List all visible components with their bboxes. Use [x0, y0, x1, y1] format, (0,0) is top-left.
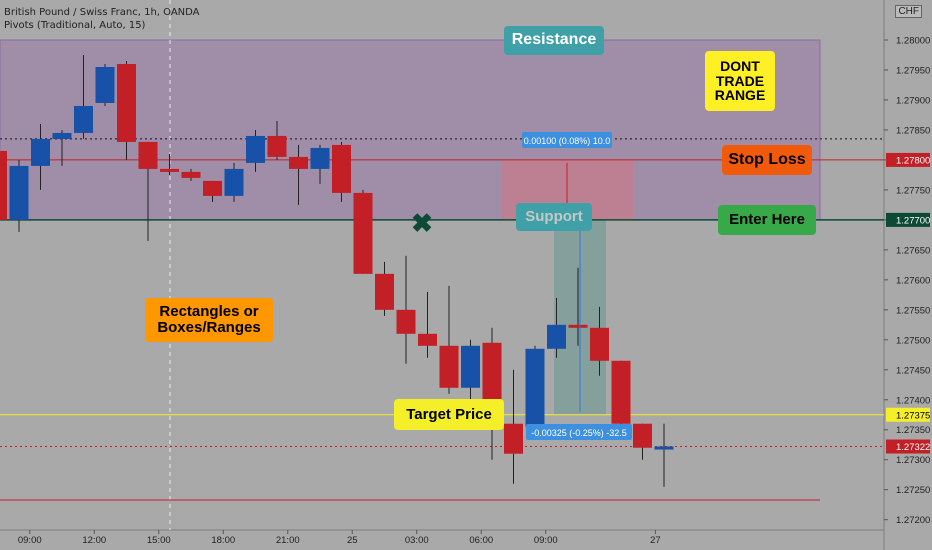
y-tick-label: 1.27450 — [896, 365, 930, 376]
candle-body — [504, 423, 523, 454]
x-tick-label: 06:00 — [469, 535, 493, 546]
measure-upper-label: 0.00100 (0.08%) 10.0 — [524, 136, 611, 146]
y-tick-label: 1.27550 — [896, 305, 930, 316]
target-price-tag-bg — [886, 407, 930, 422]
candle-body — [547, 324, 566, 349]
candle-body — [31, 138, 50, 166]
candle-body — [267, 135, 287, 157]
y-tick-label: 1.27750 — [896, 185, 930, 196]
target-price-tag: 1.27375 — [896, 410, 930, 421]
x-tick-label: 21:00 — [276, 535, 300, 546]
candle-body — [353, 192, 373, 274]
candle-body — [418, 333, 437, 346]
x-tick-label: 12:00 — [82, 535, 106, 546]
y-tick-label: 1.27950 — [896, 65, 930, 76]
y-tick-label: 1.27900 — [896, 95, 930, 106]
candle-body — [9, 165, 29, 220]
candle-body — [439, 345, 459, 388]
candle-body — [482, 342, 502, 403]
rectangles-note[interactable]: Rectangles or Boxes/Ranges — [145, 298, 273, 342]
candle-body — [0, 150, 7, 220]
last-price-tag: 1.27322 — [896, 442, 930, 453]
last-price-tag-bg — [886, 439, 930, 454]
candle-body — [375, 273, 394, 310]
candle-body — [52, 132, 72, 139]
indicator-title: Pivots (Traditional, Auto, 15) — [4, 20, 146, 31]
y-tick-label: 1.27600 — [896, 275, 930, 286]
y-tick-label: 1.27650 — [896, 245, 930, 256]
y-tick-label: 1.27500 — [896, 335, 930, 346]
candle-body — [289, 156, 308, 169]
candle-body — [74, 105, 93, 133]
entry-cross-marker: ✖ — [411, 208, 433, 238]
x-tick-label: 15:00 — [147, 535, 171, 546]
entry-price-tag: 1.27700 — [896, 215, 930, 226]
stop-loss-note[interactable]: Stop Loss — [722, 145, 812, 175]
y-tick-label: 1.27200 — [896, 515, 930, 526]
stop-price-tag: 1.27800 — [896, 155, 930, 166]
measure-lower-box — [526, 424, 632, 440]
y-tick-label: 1.27350 — [896, 425, 930, 436]
x-tick-label: 27 — [650, 535, 661, 546]
candle-body — [461, 345, 480, 388]
candle-body — [246, 135, 265, 163]
y-tick-label: 1.27400 — [896, 395, 930, 406]
range-box — [0, 39, 821, 221]
x-tick-label: 25 — [347, 535, 358, 546]
candle-body — [224, 168, 244, 196]
entry-price-tag-bg — [886, 212, 930, 227]
dont-trade-note[interactable]: DONT TRADE RANGE — [705, 51, 775, 111]
x-tick-label: 03:00 — [405, 535, 429, 546]
stop-price-tag-bg — [886, 152, 930, 167]
resistance-note[interactable]: Resistance — [504, 26, 604, 55]
candle-body — [95, 66, 115, 103]
enter-here-note[interactable]: Enter Here — [718, 205, 816, 235]
y-tick-label: 1.27850 — [896, 125, 930, 136]
candle-body — [396, 309, 416, 334]
x-tick-label: 09:00 — [534, 535, 558, 546]
candle-body — [332, 144, 351, 193]
candle-body — [590, 327, 609, 361]
candle-body — [525, 348, 545, 427]
candle-body — [310, 147, 330, 169]
measure-upper-box — [522, 132, 612, 148]
candle-body — [203, 180, 222, 196]
measure-lower-label: -0.00325 (-0.25%) -32.5 — [531, 428, 627, 438]
candle-body — [138, 141, 158, 169]
x-tick-label: 09:00 — [18, 535, 42, 546]
target-price-note[interactable]: Target Price — [394, 399, 504, 430]
candle-body — [117, 63, 136, 142]
y-tick-label: 1.27300 — [896, 455, 930, 466]
y-tick-label: 1.28000 — [896, 36, 930, 47]
candle-body — [633, 423, 652, 448]
candle-body — [568, 324, 588, 328]
y-tick-label: 1.27250 — [896, 485, 930, 496]
candle-body — [181, 171, 201, 178]
candle-body — [611, 360, 631, 424]
candle-body — [160, 168, 179, 172]
candle-body — [654, 446, 674, 450]
x-tick-label: 18:00 — [211, 535, 235, 546]
currency-badge[interactable]: CHF — [895, 5, 922, 18]
symbol-title: British Pound / Swiss Franc, 1h, OANDA — [4, 7, 200, 18]
price-scale-bg — [884, 0, 932, 550]
support-note[interactable]: Support — [516, 203, 592, 231]
